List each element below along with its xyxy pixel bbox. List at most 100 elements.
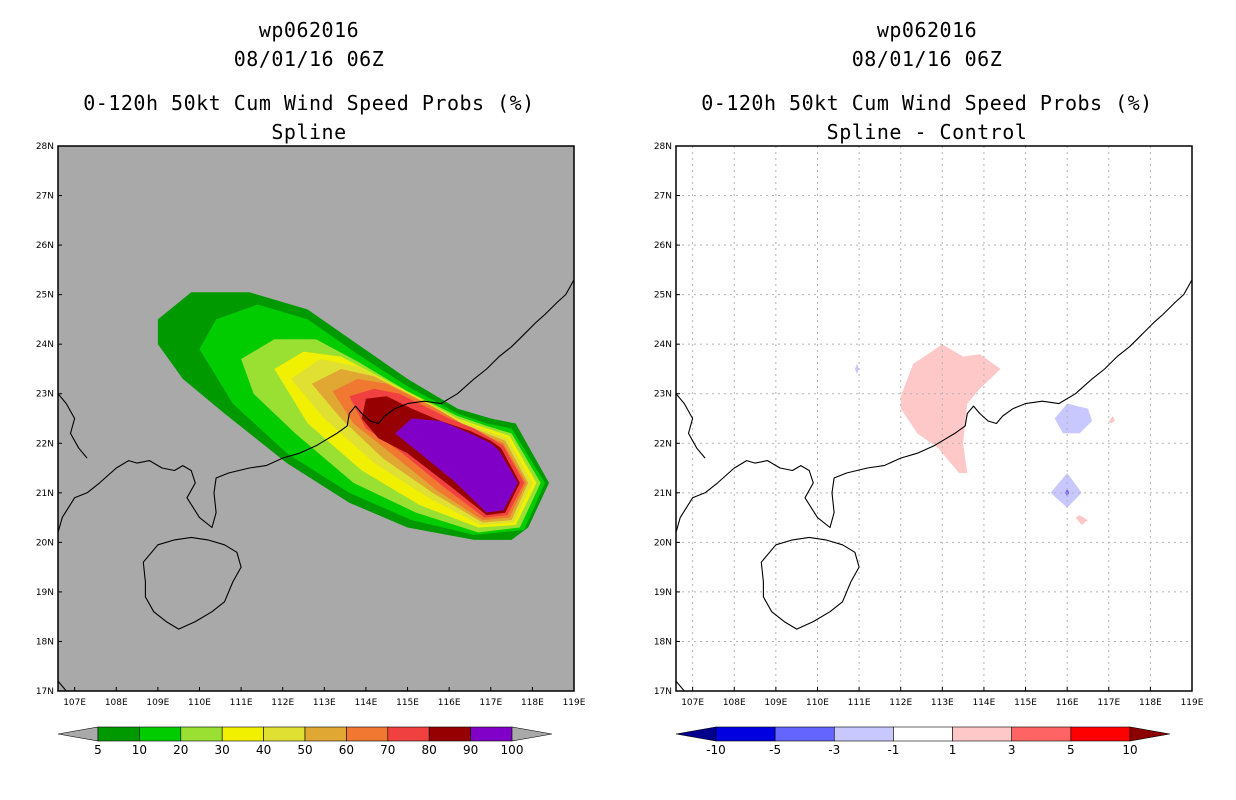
x-tick-label: 118E: [521, 698, 544, 708]
colorbar-box: [387, 726, 430, 742]
x-tick-label: 108E: [723, 698, 746, 708]
colorbar-label: 100: [501, 743, 524, 757]
colorbar-label: 30: [215, 743, 230, 757]
x-tick-label: 115E: [1014, 698, 1037, 708]
y-tick-label: 17N: [654, 687, 672, 697]
colorbar-label: 70: [380, 743, 395, 757]
contour-level-1: [900, 344, 1001, 473]
x-tick-label: 115E: [396, 698, 419, 708]
y-tick-label: 23N: [654, 390, 672, 400]
contour-level--1: [854, 364, 860, 374]
x-tick-label: 113E: [313, 698, 336, 708]
colorbar-label: 60: [339, 743, 354, 757]
colorbar-label: -5: [769, 743, 781, 757]
x-tick-label: 119E: [1181, 698, 1204, 708]
spline-probability-map: 107E 108E 109E 110E 111E 112E 113E 114E 115E 116E…: [36, 142, 586, 757]
y-tick-label: 22N: [654, 439, 672, 449]
y-tick-label: 23N: [36, 390, 54, 400]
y-tick-label: 19N: [654, 588, 672, 598]
colorbar-box: [221, 726, 264, 742]
x-tick-label: 116E: [1056, 698, 1079, 708]
y-tick-label: 17N: [36, 687, 54, 697]
x-tick-label: 118E: [1139, 698, 1162, 708]
right-chart-panel: wp062016 08/01/16 06Z 0-120h 50kt Cum Wi…: [618, 0, 1236, 800]
y-tick-label: 27N: [654, 192, 672, 202]
colorbar-box: [263, 726, 306, 742]
y-tick-label: 18N: [36, 637, 54, 647]
y-tick-label: 25N: [36, 291, 54, 301]
x-tick-label: 109E: [146, 698, 169, 708]
y-tick-label: 22N: [36, 439, 54, 449]
y-tick-label: 24N: [36, 340, 54, 350]
x-tick-label: 117E: [1097, 698, 1120, 708]
coastline-vietnam_interior: [58, 393, 88, 459]
contour-level--1: [1050, 473, 1082, 508]
colorbar-label: 40: [256, 743, 271, 757]
colorbar-box: [1070, 726, 1131, 742]
x-tick-label: 113E: [931, 698, 954, 708]
y-tick-label: 21N: [654, 489, 672, 499]
contour-level--1: [1054, 403, 1093, 434]
colorbar-high-triangle: [511, 726, 553, 742]
contour-level-1: [1108, 416, 1115, 424]
storm-id-title: wp062016: [258, 18, 360, 42]
chart-subtitle: Spline - Control: [826, 120, 1028, 144]
x-tick-label: 108E: [105, 698, 128, 708]
x-tick-label: 112E: [889, 698, 912, 708]
colorbar-label: 10: [132, 743, 147, 757]
coastline-hainan: [142, 536, 242, 630]
chart-title: 0-120h 50kt Cum Wind Speed Probs (%): [83, 91, 535, 115]
coastline-vietnam_south: [676, 680, 685, 691]
colorbar-box: [139, 726, 182, 742]
colorbar-box: [952, 726, 1013, 742]
colorbar-box: [893, 726, 953, 742]
colorbar-box: [833, 726, 894, 742]
x-tick-label: 114E: [972, 698, 995, 708]
x-tick-label: 116E: [438, 698, 461, 708]
y-tick-label: 20N: [36, 538, 54, 548]
x-tick-label: 110E: [806, 698, 829, 708]
plot-area: [676, 146, 1192, 691]
y-tick-label: 26N: [36, 241, 54, 251]
x-tick-label: 109E: [764, 698, 787, 708]
plot-frame: [57, 145, 575, 692]
colorbar-box: [180, 726, 223, 742]
colorbar-box: [1011, 726, 1072, 742]
colorbar-label: 20: [173, 743, 188, 757]
coastline-vietnam_interior: [676, 393, 706, 459]
plot-area: [58, 279, 574, 691]
x-tick-label: 110E: [188, 698, 211, 708]
y-tick-label: 28N: [36, 142, 54, 152]
y-tick-label: 21N: [36, 489, 54, 499]
colorbar-box: [470, 726, 513, 742]
coastline-mainland: [676, 279, 1192, 533]
colorbar-label: -1: [887, 743, 899, 757]
chart-title: 0-120h 50kt Cum Wind Speed Probs (%): [701, 91, 1153, 115]
x-tick-label: 112E: [271, 698, 294, 708]
y-tick-label: 26N: [654, 241, 672, 251]
difference-map: 107E 108E 109E 110E 111E 112E 113E 114E 115E 116E…: [654, 142, 1204, 757]
coastline-hainan: [760, 536, 860, 630]
colorbar-high-triangle: [1129, 726, 1171, 742]
colorbar-label: 10: [1122, 743, 1137, 757]
x-tick-label: 111E: [230, 698, 253, 708]
colorbar-label: 3: [1008, 743, 1016, 757]
colorbar-label: -3: [828, 743, 840, 757]
x-tick-label: 111E: [848, 698, 871, 708]
colorbar-box: [97, 726, 140, 742]
colorbar-label: 1: [949, 743, 957, 757]
y-tick-label: 18N: [654, 637, 672, 647]
colorbar-label: 5: [1067, 743, 1075, 757]
x-tick-label: 107E: [63, 698, 86, 708]
contour-level-90: [395, 418, 518, 513]
coastline-mainland: [58, 279, 574, 533]
y-tick-label: 27N: [36, 192, 54, 202]
y-tick-label: 19N: [36, 588, 54, 598]
x-tick-label: 107E: [681, 698, 704, 708]
colorbar-low-triangle: [675, 726, 717, 742]
datetime-title: 08/01/16 06Z: [233, 47, 385, 71]
datetime-title: 08/01/16 06Z: [851, 47, 1003, 71]
y-tick-label: 20N: [654, 538, 672, 548]
colorbar-label: -10: [706, 743, 726, 757]
storm-id-title: wp062016: [876, 18, 978, 42]
